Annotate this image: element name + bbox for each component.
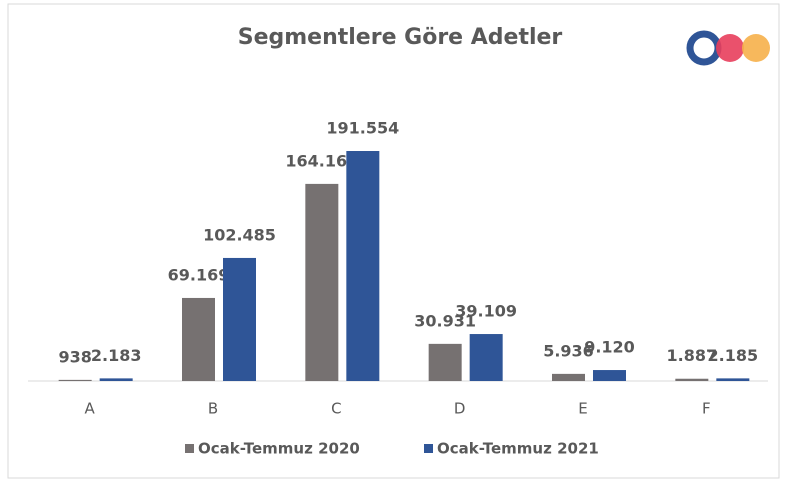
bar (552, 373, 585, 381)
bar (469, 334, 503, 381)
x-tick-label: F (702, 400, 711, 418)
x-tick-label: D (454, 400, 466, 418)
x-tick-label: C (331, 400, 341, 418)
legend-label: Ocak-Temmuz 2020 (198, 440, 360, 458)
bar (346, 151, 380, 381)
legend-swatch (185, 444, 194, 453)
data-label: 102.485 (203, 225, 276, 244)
data-label: 938 (58, 347, 91, 366)
chart-frame (7, 3, 780, 479)
bar (675, 378, 709, 381)
data-label: 2.185 (708, 346, 759, 365)
x-tick-label: B (208, 400, 218, 418)
x-tick-label: A (85, 400, 96, 418)
bar (305, 183, 339, 381)
legend-label: Ocak-Temmuz 2021 (437, 440, 599, 458)
bar (428, 343, 462, 381)
x-tick-label: E (578, 400, 587, 418)
bar (593, 370, 626, 381)
data-label: 2.183 (91, 346, 142, 365)
data-label: 1.887 (667, 346, 718, 365)
bar (182, 297, 215, 381)
bar (99, 378, 133, 381)
data-label: 69.169 (168, 265, 230, 284)
bar (716, 378, 750, 381)
legend-swatch (424, 444, 433, 453)
data-label: 39.109 (455, 302, 517, 321)
chart-title: Segmentlere Göre Adetler (238, 25, 563, 50)
data-label: 30.931 (414, 311, 476, 330)
bar (58, 379, 92, 381)
data-label: 5.936 (543, 341, 594, 360)
data-label: 9.120 (584, 338, 635, 357)
logo (686, 30, 770, 66)
bar (223, 257, 256, 381)
data-label: 191.554 (326, 119, 399, 138)
data-label: 164.161 (285, 151, 358, 170)
